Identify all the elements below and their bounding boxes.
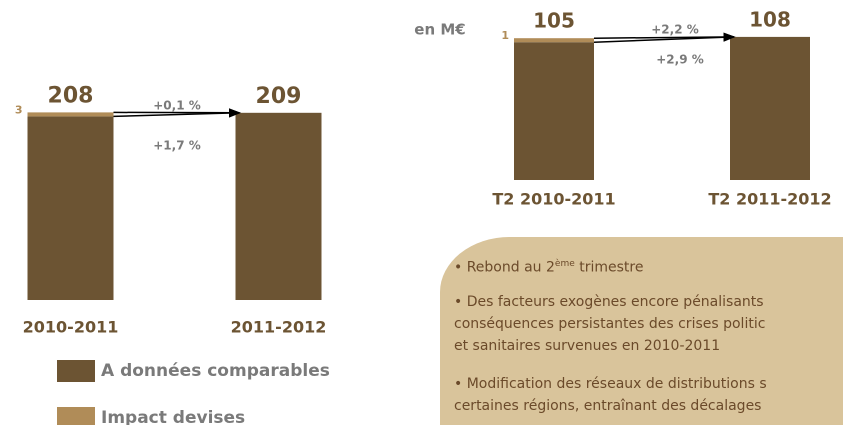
bar-segment <box>235 112 322 301</box>
arrow <box>113 108 241 118</box>
category-label: 2010-2011 <box>23 318 119 337</box>
unit-label: en M€ <box>414 21 465 39</box>
bullet-line: • Modification des réseaux de distributi… <box>454 376 767 392</box>
annotation: +0,1 % <box>153 99 201 113</box>
total-label: 105 <box>533 9 575 33</box>
text-box: • Rebond au 2ème trimestre • Des facteurs… <box>440 237 843 425</box>
annotation: +2,2 % <box>651 23 699 37</box>
text: • Des facteurs exogènes encore pénalisan… <box>454 294 764 310</box>
superscript: ème <box>554 259 575 269</box>
bar-segment <box>730 36 810 181</box>
total-label: 208 <box>48 83 94 108</box>
annotation: +2,9 % <box>656 53 704 67</box>
text: • Rebond au 2 <box>454 259 555 276</box>
legend-swatch <box>57 407 95 425</box>
legend-label: A données comparables <box>101 361 330 381</box>
text: trimestre <box>574 259 644 276</box>
bar-segment <box>514 42 594 181</box>
bullet-line: conséquences persistantes des crises pol… <box>454 316 765 332</box>
text: certaines régions, entraînant des décala… <box>454 398 762 414</box>
text: conséquences persistantes des crises pol… <box>454 316 766 332</box>
bullet-line: • Des facteurs exogènes encore pénalisan… <box>454 294 764 310</box>
bullet-line: certaines régions, entraînant des décala… <box>454 398 761 414</box>
category-label: 2011-2012 <box>231 318 327 337</box>
legend-label: Impact devises <box>101 408 245 425</box>
bullet-line: et sanitaires survenues en 2010-2011 <box>454 338 720 354</box>
total-label: 108 <box>749 7 791 31</box>
segment-label: 3 <box>15 103 23 116</box>
bar-segment <box>514 38 594 43</box>
bar-segment <box>27 116 114 301</box>
arrow <box>593 32 736 43</box>
bullet-line: • Rebond au 2ème trimestre <box>454 259 643 276</box>
bar-segment <box>27 112 114 117</box>
legend-swatch <box>57 360 95 382</box>
total-label: 209 <box>256 84 302 109</box>
category-label: T2 2010-2011 <box>492 190 615 209</box>
text: et sanitaires survenues en 2010-2011 <box>454 338 721 354</box>
category-label: T2 2011-2012 <box>708 190 831 209</box>
annotation: +1,7 % <box>153 139 201 153</box>
segment-label: 1 <box>501 29 509 42</box>
text: • Modification des réseaux de distributi… <box>454 376 767 392</box>
